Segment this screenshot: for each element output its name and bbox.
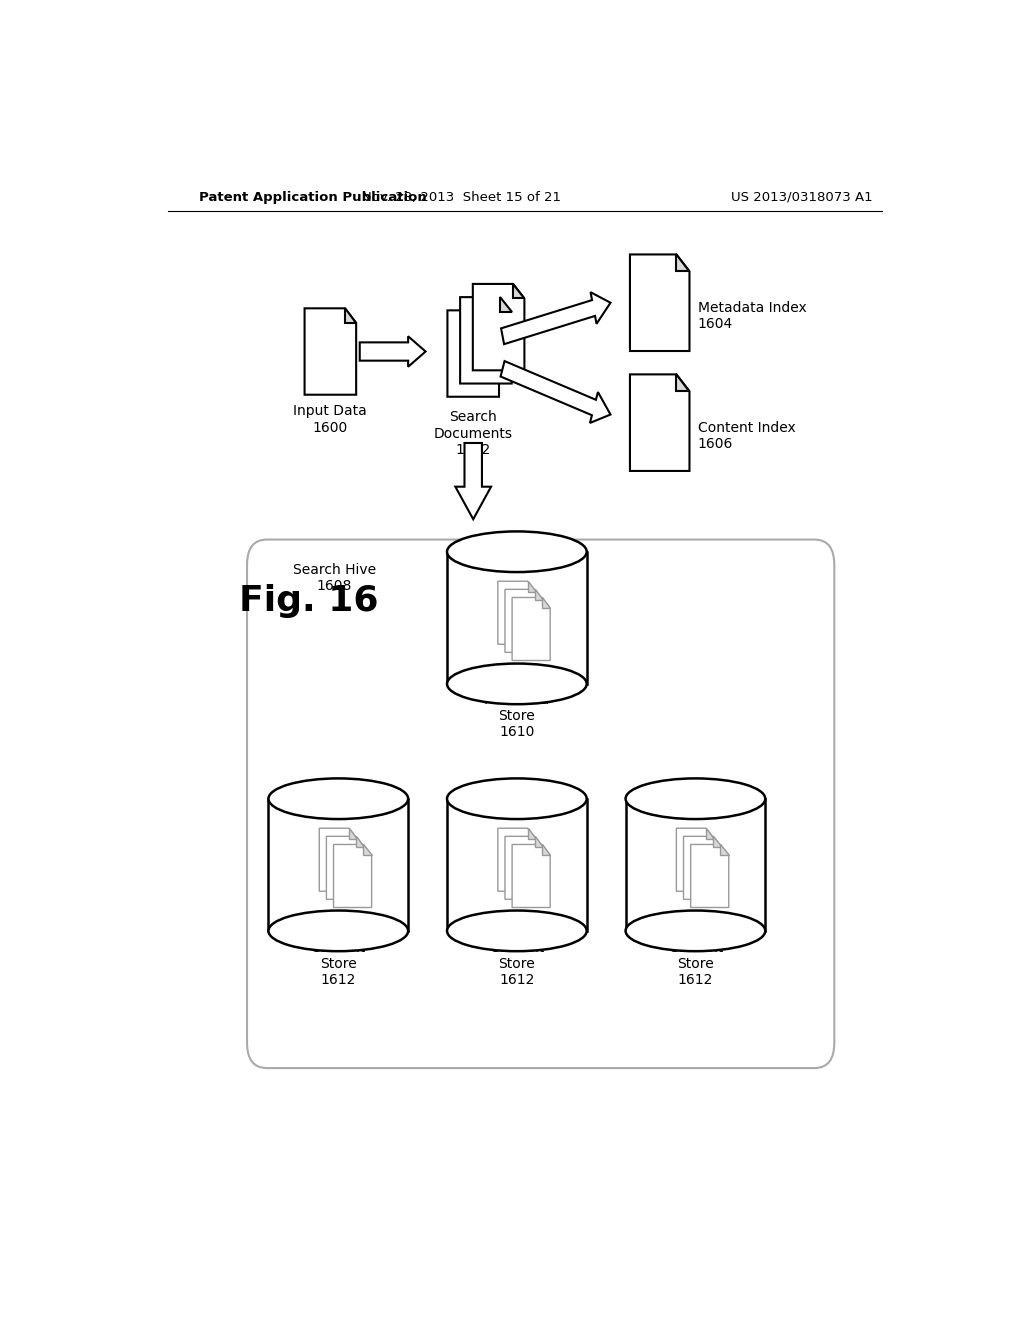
Polygon shape xyxy=(630,255,689,351)
Polygon shape xyxy=(512,845,550,907)
Polygon shape xyxy=(505,589,543,652)
Text: Content
Store
1612: Content Store 1612 xyxy=(489,941,545,987)
Polygon shape xyxy=(714,837,722,847)
Polygon shape xyxy=(527,581,536,591)
Polygon shape xyxy=(542,598,550,609)
Polygon shape xyxy=(319,828,357,891)
Text: Search Hive
1608: Search Hive 1608 xyxy=(293,562,376,593)
Polygon shape xyxy=(626,799,765,931)
Polygon shape xyxy=(473,284,524,371)
Polygon shape xyxy=(677,828,715,891)
Text: Content Index
1606: Content Index 1606 xyxy=(697,421,796,451)
Ellipse shape xyxy=(626,911,765,952)
Ellipse shape xyxy=(447,532,587,572)
Polygon shape xyxy=(512,598,550,660)
Polygon shape xyxy=(456,444,492,519)
Polygon shape xyxy=(690,845,729,907)
Text: Input Data
1600: Input Data 1600 xyxy=(294,404,368,434)
Polygon shape xyxy=(334,845,372,907)
Ellipse shape xyxy=(268,779,409,818)
Polygon shape xyxy=(304,309,356,395)
Text: Metadata
Store
1610: Metadata Store 1610 xyxy=(483,693,550,739)
Polygon shape xyxy=(501,362,610,422)
Ellipse shape xyxy=(447,779,587,818)
Ellipse shape xyxy=(447,911,587,952)
Polygon shape xyxy=(527,828,536,840)
Polygon shape xyxy=(447,552,587,684)
Polygon shape xyxy=(447,799,587,931)
Ellipse shape xyxy=(447,664,587,704)
Polygon shape xyxy=(677,255,689,271)
Polygon shape xyxy=(356,837,365,847)
Polygon shape xyxy=(542,845,550,855)
Ellipse shape xyxy=(268,911,409,952)
Polygon shape xyxy=(498,828,536,891)
Polygon shape xyxy=(513,284,524,298)
Polygon shape xyxy=(364,845,372,855)
Text: Patent Application Publication: Patent Application Publication xyxy=(200,190,427,203)
FancyBboxPatch shape xyxy=(247,540,835,1068)
Text: Fig. 16: Fig. 16 xyxy=(240,583,379,618)
Polygon shape xyxy=(460,297,512,384)
Polygon shape xyxy=(345,309,356,323)
Ellipse shape xyxy=(626,779,765,818)
Polygon shape xyxy=(501,297,512,312)
Text: Nov. 28, 2013  Sheet 15 of 21: Nov. 28, 2013 Sheet 15 of 21 xyxy=(361,190,561,203)
Polygon shape xyxy=(498,581,536,644)
Polygon shape xyxy=(684,837,722,899)
Polygon shape xyxy=(447,310,499,397)
Text: US 2013/0318073 A1: US 2013/0318073 A1 xyxy=(731,190,872,203)
Text: Content
Store
1612: Content Store 1612 xyxy=(668,941,723,987)
Polygon shape xyxy=(677,375,689,391)
Polygon shape xyxy=(535,837,543,847)
Polygon shape xyxy=(327,837,365,899)
Polygon shape xyxy=(630,375,689,471)
Polygon shape xyxy=(359,337,426,367)
Polygon shape xyxy=(707,828,715,840)
Polygon shape xyxy=(487,310,499,325)
Polygon shape xyxy=(720,845,729,855)
Text: Metadata Index
1604: Metadata Index 1604 xyxy=(697,301,807,331)
Polygon shape xyxy=(349,828,357,840)
Polygon shape xyxy=(535,589,543,601)
Polygon shape xyxy=(501,292,610,345)
Polygon shape xyxy=(268,799,409,931)
Text: Search
Documents
1602: Search Documents 1602 xyxy=(434,411,513,457)
Polygon shape xyxy=(505,837,543,899)
Text: Content
Store
1612: Content Store 1612 xyxy=(310,941,366,987)
